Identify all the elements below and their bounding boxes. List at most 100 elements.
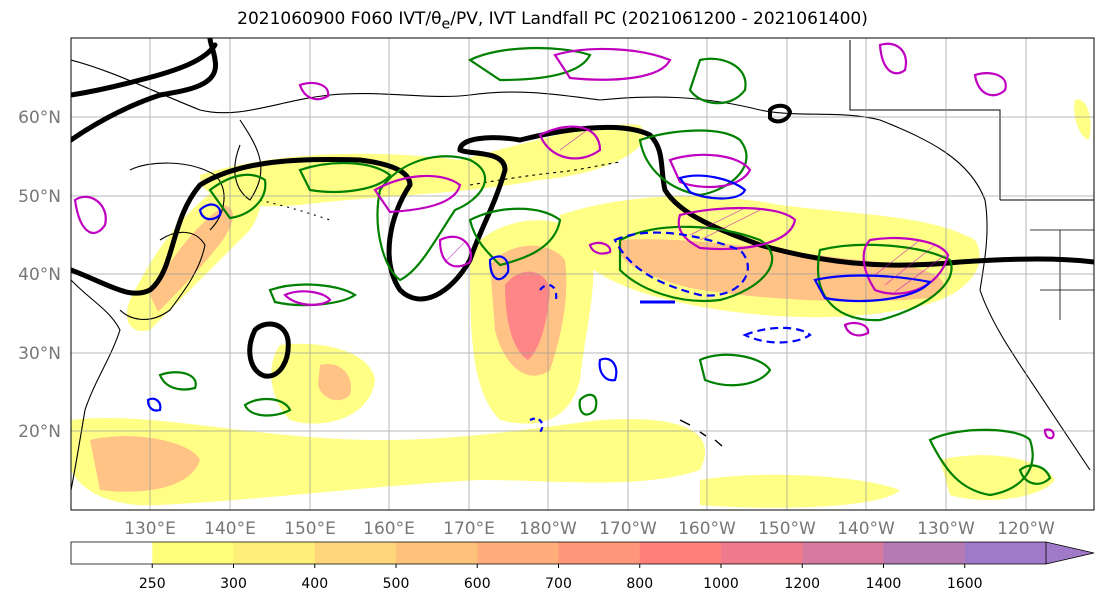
- ivt-south-east: [700, 474, 900, 508]
- coast-kamchatka: [234, 119, 262, 201]
- pv-green-10: [243, 397, 292, 417]
- colorbar-swatch: [152, 542, 234, 564]
- pv-green-9: [158, 371, 197, 391]
- pv-green-3: [618, 225, 774, 302]
- lat-label: 30°N: [18, 344, 61, 364]
- pv-mag-1: [373, 174, 462, 214]
- colorbar-swatch: [639, 542, 722, 564]
- ivt-plume-180-core: [505, 271, 550, 360]
- colorbar-label: 1000: [703, 576, 739, 592]
- lon-label: 130°E: [124, 519, 176, 539]
- pv-green-contours: [158, 46, 1052, 497]
- pv-mag-6: [668, 153, 752, 189]
- pv-blue-2: [678, 174, 747, 200]
- pv-green-7: [208, 173, 267, 220]
- pv-mag-2: [438, 235, 473, 268]
- pv-blue-contours: [146, 174, 933, 433]
- colorbar-label: 500: [383, 576, 410, 592]
- lon-label: 120°W: [997, 519, 1055, 539]
- lon-label: 160°W: [678, 519, 736, 539]
- theta-e-small: [768, 103, 793, 124]
- pv-blue-1: [488, 255, 510, 281]
- pv-mag-9: [878, 42, 908, 75]
- pv-blue-dashed-4: [529, 417, 544, 433]
- pv-mag-11: [73, 195, 107, 235]
- colorbar-swatch: [233, 542, 316, 564]
- map-frame: [70, 37, 1095, 511]
- ivt-band-east-core: [618, 239, 944, 302]
- pv-green-16: [1018, 464, 1052, 485]
- ivt-north-band: [200, 124, 644, 207]
- colorbar-swatch: [883, 542, 966, 564]
- pv-blue-dashed-3: [539, 283, 558, 301]
- lon-label: 170°W: [599, 519, 657, 539]
- coast-kuriles: [259, 199, 331, 221]
- pv-blue-dashed-1: [613, 231, 749, 297]
- pv-green-11: [928, 428, 1034, 497]
- lon-label: 150°E: [284, 519, 336, 539]
- lon-label: 150°W: [758, 519, 816, 539]
- colorbar-label: 300: [220, 576, 247, 592]
- pv-green-4: [817, 243, 953, 322]
- colorbar-swatch: [558, 542, 641, 564]
- longitude-labels: 130°E 140°E 150°E 160°E 170°E 180°W 170°W 160°W…: [124, 519, 1055, 539]
- pv-blue-5: [598, 357, 618, 382]
- pv-green-14: [467, 46, 592, 82]
- theta-e-loop: [247, 321, 291, 379]
- coast-japan: [119, 231, 206, 320]
- colorbar-label: 1600: [947, 576, 983, 592]
- pv-mag-13: [843, 321, 870, 337]
- lon-label: 140°E: [204, 519, 256, 539]
- lon-label: 160°E: [363, 519, 415, 539]
- pv-green-5: [638, 129, 748, 197]
- coast-hawaii: [679, 419, 723, 447]
- colorbar-label: 800: [626, 576, 653, 592]
- colorbar-swatch: [314, 542, 397, 564]
- pv-blue-6: [146, 397, 162, 412]
- lon-label: 130°W: [917, 519, 975, 539]
- colorbar-label: 1400: [866, 576, 902, 592]
- lon-label: 180°W: [519, 519, 577, 539]
- ivt-subtropic-core: [318, 364, 351, 401]
- lat-label: 40°N: [18, 265, 61, 285]
- lat-label: 60°N: [18, 108, 61, 128]
- lon-label: 170°E: [443, 519, 495, 539]
- pv-mag-7: [553, 47, 672, 81]
- pv-green-1: [376, 155, 486, 282]
- pv-mag-14: [588, 241, 612, 255]
- coast-na-west: [979, 289, 1091, 471]
- pv-blue-3: [813, 274, 933, 303]
- lon-label: 140°W: [837, 519, 895, 539]
- pv-mag-15: [1043, 428, 1055, 440]
- hatching: [444, 127, 946, 293]
- pv-green-6: [688, 57, 747, 105]
- pv-mag-4: [677, 206, 797, 251]
- colorbar-swatch: [721, 542, 803, 564]
- colorbar: 250 300 400 500 600 700 800 1000 1200 1400 1600: [70, 541, 1095, 592]
- lat-label: 20°N: [18, 422, 61, 442]
- pv-green-2: [468, 207, 562, 267]
- coast-alaska: [599, 96, 988, 291]
- theta-e-north: [71, 38, 218, 143]
- colorbar-label: 250: [139, 576, 166, 592]
- colorbar-swatch: [477, 542, 559, 564]
- colorbar-swatch: [964, 542, 1047, 564]
- latitude-labels: 60°N 50°N 40°N 30°N 20°N: [18, 108, 61, 442]
- ivt-ne-corner: [1074, 99, 1091, 140]
- colorbar-label: 400: [301, 576, 328, 592]
- pv-green-15: [268, 283, 357, 307]
- colorbar-swatch: [802, 542, 884, 564]
- ivt-south-core: [90, 436, 200, 492]
- pv-blue-dashed-2: [742, 326, 812, 344]
- coast-siberia: [71, 59, 601, 114]
- colorbar-label: 1200: [784, 576, 820, 592]
- pv-mag-10: [973, 72, 1007, 97]
- border-canada: [849, 40, 1094, 201]
- ivt-japan-core: [150, 205, 233, 312]
- pv-green-12: [698, 353, 772, 387]
- pv-blue-4: [198, 203, 222, 221]
- pv-mag-8: [298, 81, 330, 101]
- colorbar-swatch: [71, 542, 153, 564]
- colorbar-label: 700: [545, 576, 572, 592]
